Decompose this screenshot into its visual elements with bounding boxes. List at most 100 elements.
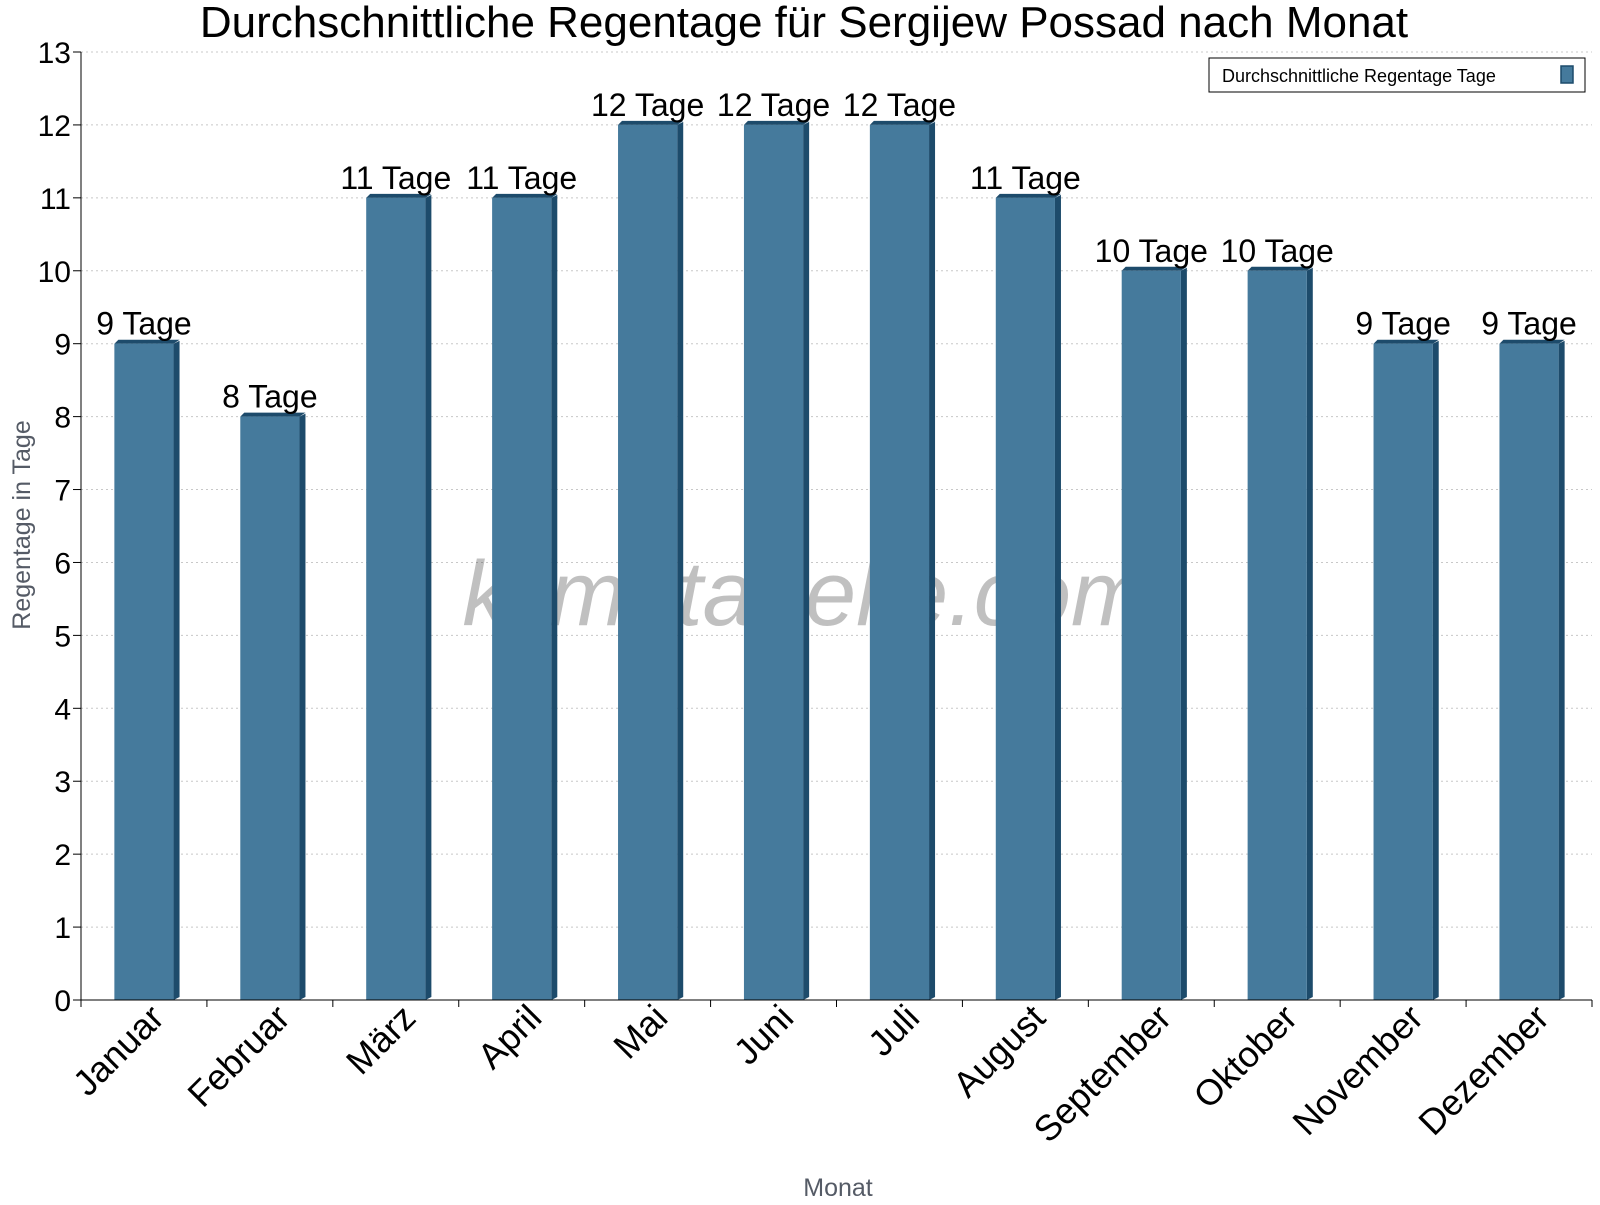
- data-label: 12 Tage: [843, 87, 956, 123]
- bar-januar: [114, 339, 180, 1000]
- bar-april: [492, 193, 558, 1000]
- bar-side: [803, 121, 810, 1000]
- x-tick-label: Oktober: [1185, 997, 1305, 1117]
- data-label: 11 Tage: [466, 160, 577, 196]
- y-tick-label: 10: [38, 256, 71, 289]
- x-tick-label: Dezember: [1410, 997, 1556, 1143]
- y-tick-label: 12: [38, 110, 71, 143]
- data-label: 10 Tage: [1095, 233, 1208, 269]
- data-label: 9 Tage: [1481, 306, 1577, 342]
- bar-front: [492, 197, 552, 1000]
- bar-front: [1247, 270, 1307, 1000]
- bar-side: [551, 194, 558, 1000]
- y-tick-label: 1: [54, 912, 71, 945]
- data-label: 12 Tage: [717, 87, 830, 123]
- bar-side: [1054, 194, 1061, 1000]
- legend-swatch: [1560, 65, 1574, 84]
- x-tick-label: September: [1025, 997, 1179, 1151]
- bar-front: [743, 124, 804, 1000]
- bar-side: [929, 121, 936, 1000]
- x-tick-label: August: [945, 997, 1053, 1105]
- x-tick-label: April: [469, 997, 549, 1077]
- y-tick-label: 7: [54, 475, 71, 508]
- bar-front: [240, 416, 300, 1001]
- bar-top: [1121, 266, 1187, 271]
- bar-side: [1558, 340, 1565, 1000]
- gridlines: [81, 51, 1592, 928]
- bar-top: [1499, 339, 1565, 344]
- y-tick-label: 9: [54, 329, 71, 362]
- data-label: 11 Tage: [340, 160, 451, 196]
- bar-november: [1373, 339, 1439, 1000]
- data-label: 9 Tage: [1355, 306, 1451, 342]
- bars-group: [114, 120, 1565, 1001]
- bar-front: [1499, 343, 1559, 1000]
- bar-oktober: [1247, 266, 1313, 1000]
- x-tick-label: Juni: [726, 997, 802, 1073]
- y-tick-label: 5: [54, 620, 71, 653]
- x-axis-title: Monat: [803, 1174, 873, 1200]
- bar-februar: [240, 412, 306, 1001]
- bar-juni: [743, 120, 810, 1000]
- x-tick-labels: Januar Februar März April Mai Juni Juli AugustS…: [65, 997, 1557, 1151]
- y-tick-label: 0: [54, 985, 71, 1018]
- bar-top: [995, 193, 1061, 198]
- y-tick-label: 4: [54, 693, 71, 726]
- bar-front: [1121, 270, 1181, 1000]
- bar-mai: [618, 120, 684, 1000]
- x-tick-label: Juli: [860, 997, 927, 1064]
- bar-side: [677, 121, 684, 1000]
- bar-front: [618, 124, 678, 1000]
- bar-september: [1121, 266, 1187, 1000]
- x-tick-label: Mai: [605, 997, 675, 1067]
- bar-top: [366, 193, 432, 198]
- chart-title: Durchschnittliche Regentage für Sergijew…: [200, 0, 1408, 47]
- data-label: 8 Tage: [222, 379, 318, 415]
- bar-side: [1432, 340, 1439, 1000]
- bar-märz: [366, 193, 432, 1000]
- y-tick-label: 6: [54, 547, 71, 580]
- bar-dezember: [1499, 339, 1565, 1000]
- bar-front: [366, 197, 426, 1000]
- axes: [73, 51, 1593, 1007]
- legend-label: Durchschnittliche Regentage Tage: [1222, 66, 1496, 86]
- data-label: 9 Tage: [96, 306, 192, 342]
- data-label: 12 Tage: [591, 87, 704, 123]
- y-axis-title: Regentage in Tage: [8, 420, 36, 629]
- bar-front: [1373, 343, 1433, 1000]
- bar-top: [1373, 339, 1439, 344]
- bar-side: [1180, 267, 1187, 1000]
- y-tick-label: 2: [54, 839, 71, 872]
- y-tick-label: 13: [38, 37, 71, 70]
- bar-august: [995, 193, 1061, 1000]
- data-labels: 9 Tage 8 Tage 11 Tage 11 Tage 12 Tage 12 Tage…: [96, 87, 1577, 415]
- bar-front: [869, 124, 930, 1000]
- bar-top: [114, 339, 180, 344]
- bar-side: [299, 413, 306, 1001]
- x-tick-label: März: [338, 997, 424, 1083]
- bar-top: [869, 120, 936, 125]
- y-tick-label: 8: [54, 402, 71, 435]
- bar-top: [240, 412, 306, 417]
- bar-top: [1247, 266, 1313, 271]
- bar-side: [425, 194, 432, 1000]
- x-tick-label: Februar: [179, 997, 297, 1115]
- bar-side: [1306, 267, 1313, 1000]
- bar-side: [173, 340, 180, 1000]
- x-tick-label: Januar: [65, 997, 172, 1104]
- data-label: 10 Tage: [1221, 233, 1334, 269]
- legend: Durchschnittliche Regentage Tage: [1208, 57, 1586, 93]
- x-tick-label: November: [1284, 997, 1430, 1143]
- bar-top: [492, 193, 558, 198]
- legend-box: [1208, 57, 1586, 93]
- y-tick-label: 11: [40, 183, 71, 216]
- data-label: 11 Tage: [970, 160, 1081, 196]
- bar-front: [995, 197, 1055, 1000]
- bar-top: [743, 120, 810, 125]
- bar-juli: [869, 120, 936, 1000]
- y-tick-label: 3: [54, 766, 71, 799]
- bar-top: [618, 120, 684, 125]
- bar-front: [114, 343, 174, 1000]
